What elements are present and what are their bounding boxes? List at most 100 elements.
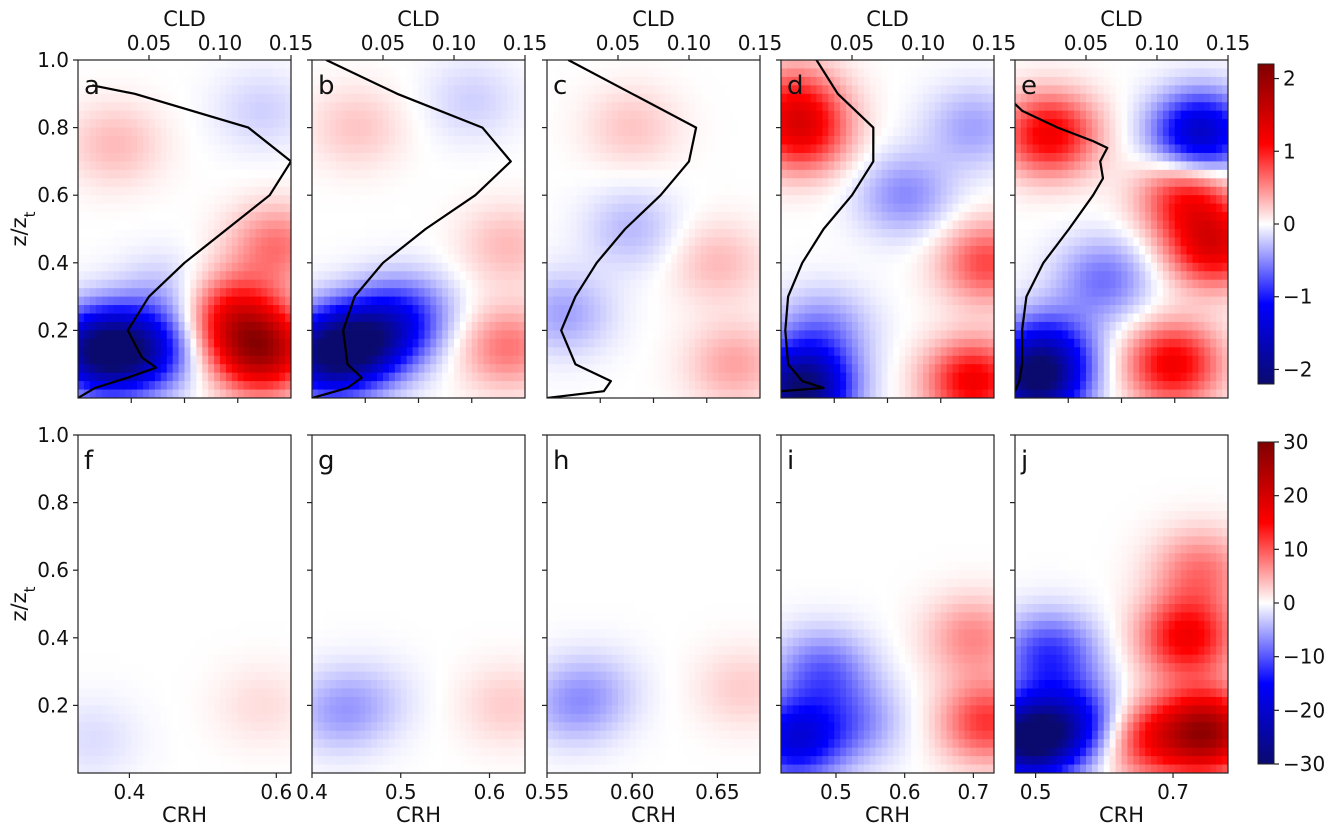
cld-tick-c-1: 0.10 (667, 31, 712, 55)
panel-letter-b: b (318, 71, 335, 101)
colorbar-bottom: 30 20 10 0 −10 −20 −30 (1257, 430, 1325, 776)
colorbar-bottom-tick-4: −10 (1283, 645, 1325, 669)
cld-axis-label-d: CLD (866, 7, 909, 31)
y-tick-row0-1: 0.8 (37, 116, 69, 140)
y-tick-row1-0: 1.0 (37, 423, 69, 447)
cld-profile-a (78, 84, 291, 398)
colorbar-bottom-tick-3: 0 (1283, 591, 1296, 615)
crh-tick-g-0: 0.4 (296, 780, 328, 804)
y-tick-row0-3: 0.4 (37, 251, 69, 275)
panel-f (77, 434, 292, 778)
y-tick-row0-0: 1.0 (37, 48, 69, 72)
crh-tick-i-1: 0.6 (889, 780, 921, 804)
cld-axis-label-a: CLD (163, 7, 206, 31)
y-tick-row1-4: 0.2 (37, 693, 69, 717)
panel-frame-d (780, 59, 995, 399)
panel-d (780, 55, 995, 403)
crh-axis-label-i: CRH (865, 803, 910, 827)
crh-tick-i-2: 0.7 (957, 780, 989, 804)
cld-tick-b-2: 0.15 (503, 31, 548, 55)
cld-tick-d-2: 0.15 (972, 31, 1017, 55)
heatmap-g (312, 435, 525, 773)
colorbar-top-tick-2: 0 (1283, 212, 1296, 236)
heatmap-d (781, 60, 994, 398)
colorbar-bottom-tick-5: −20 (1283, 698, 1325, 722)
panel-frame-g (311, 434, 526, 774)
cld-profile-c (547, 60, 698, 398)
cld-tick-a-2: 0.15 (269, 31, 314, 55)
colorbar-top-tick-4: −2 (1283, 357, 1312, 381)
y-axis-label-row1: z/zt (7, 586, 39, 621)
panel-frame-h (546, 434, 761, 774)
y-axis-label-row0: z/zt (7, 211, 39, 246)
panel-frame-e (1014, 59, 1229, 399)
colorbar-top-tick-3: −1 (1283, 285, 1312, 309)
heatmap-i (781, 435, 994, 773)
y-tick-row1-1: 0.8 (37, 491, 69, 515)
crh-tick-h-2: 0.65 (695, 780, 740, 804)
crh-tick-f-0: 0.4 (114, 780, 146, 804)
y-tick-row1-3: 0.4 (37, 626, 69, 650)
cld-axis-label-c: CLD (632, 7, 675, 31)
crh-tick-j-1: 0.7 (1157, 780, 1189, 804)
colorbar-top-tick-0: 2 (1283, 67, 1296, 91)
heatmap-h (547, 435, 760, 773)
panel-frame-a (77, 59, 292, 399)
y-tick-row1-2: 0.6 (37, 558, 69, 582)
crh-tick-i-0: 0.5 (820, 780, 852, 804)
heatmap-e (1015, 60, 1228, 398)
panel-frame-j (1014, 434, 1229, 774)
crh-axis-label-h: CRH (631, 803, 676, 827)
cld-axis-label-b: CLD (397, 7, 440, 31)
crh-tick-j-0: 0.5 (1020, 780, 1052, 804)
cld-tick-d-0: 0.05 (830, 31, 875, 55)
heatmap-c (547, 60, 760, 398)
panel-letter-d: d (787, 71, 804, 101)
cld-profile-d (781, 60, 875, 393)
panel-e (1014, 55, 1229, 403)
heatmap-b (312, 60, 525, 398)
heatmap-j (1015, 435, 1228, 773)
cld-profile-e (1015, 103, 1109, 392)
panel-frame-f (77, 434, 292, 774)
heatmap-f (78, 435, 291, 773)
crh-tick-f-1: 0.6 (260, 780, 292, 804)
panel-i (780, 434, 995, 778)
crh-axis-label-g: CRH (396, 803, 441, 827)
panel-j (1014, 434, 1229, 778)
crh-tick-g-1: 0.5 (385, 780, 417, 804)
cld-tick-b-1: 0.10 (432, 31, 477, 55)
colorbar-top: 2 1 0 −1 −2 (1257, 63, 1312, 385)
cld-tick-c-0: 0.05 (596, 31, 641, 55)
panel-letter-e: e (1021, 71, 1037, 101)
panel-b (311, 55, 526, 403)
panel-frame-c (546, 59, 761, 399)
cld-profile-b (312, 60, 512, 398)
panel-letter-f: f (84, 446, 94, 476)
panel-letter-c: c (553, 71, 567, 101)
panel-g (311, 434, 526, 778)
cld-tick-b-0: 0.05 (361, 31, 406, 55)
panel-frame-i (780, 434, 995, 774)
y-tick-row0-4: 0.2 (37, 318, 69, 342)
cld-tick-e-0: 0.05 (1064, 31, 1109, 55)
colorbar-top-tick-1: 1 (1283, 139, 1296, 163)
crh-tick-h-0: 0.55 (525, 780, 570, 804)
crh-axis-label-f: CRH (162, 803, 207, 827)
colorbar-bottom-tick-6: −30 (1283, 752, 1325, 776)
cld-tick-e-2: 0.15 (1206, 31, 1251, 55)
panel-letter-j: j (1020, 446, 1028, 476)
panel-frame-b (311, 59, 526, 399)
crh-axis-label-j: CRH (1099, 803, 1144, 827)
axes-text: 0.05 0.10 0.15 CLD a 0.05 0.10 0.15 CLD b 0.05 0.10… (7, 7, 1250, 827)
cld-tick-c-2: 0.15 (738, 31, 783, 55)
panel-letter-g: g (318, 446, 335, 476)
y-tick-row0-2: 0.6 (37, 183, 69, 207)
colorbar-bottom-tick-1: 20 (1283, 484, 1308, 508)
cld-axis-label-e: CLD (1100, 7, 1143, 31)
crh-tick-h-1: 0.60 (610, 780, 655, 804)
crh-tick-g-2: 0.6 (474, 780, 506, 804)
panel-letter-a: a (84, 71, 100, 101)
